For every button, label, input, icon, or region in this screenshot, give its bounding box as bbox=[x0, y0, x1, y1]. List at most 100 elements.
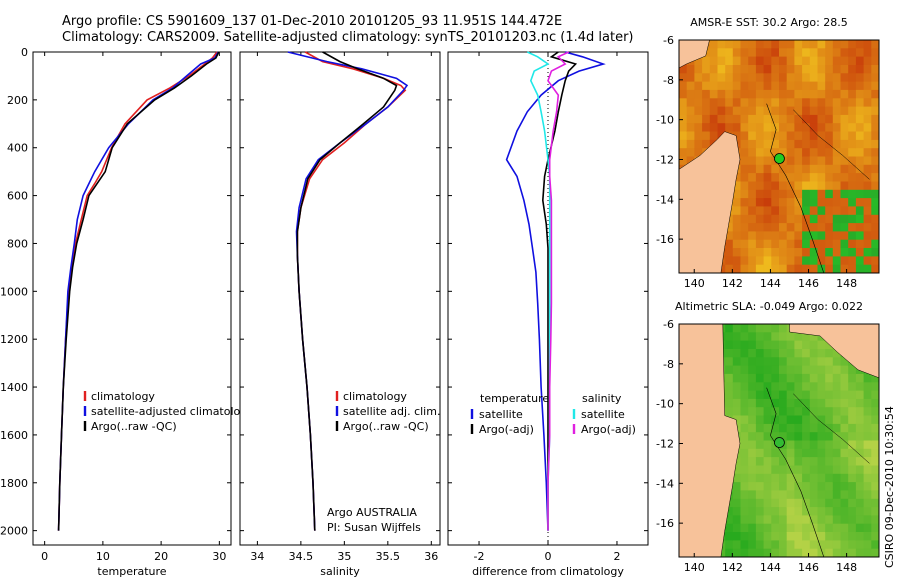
field-cell bbox=[725, 548, 734, 557]
field-cell bbox=[840, 148, 849, 158]
field-cell bbox=[771, 457, 780, 466]
field-cell bbox=[779, 448, 788, 458]
field-cell bbox=[832, 89, 842, 99]
field-cell bbox=[840, 173, 849, 182]
field-cell bbox=[855, 515, 865, 525]
field-cell bbox=[755, 523, 765, 533]
series-line bbox=[57, 51, 220, 531]
field-cell bbox=[871, 98, 879, 108]
field-cell bbox=[748, 73, 757, 83]
field-cell bbox=[786, 248, 795, 257]
field-cell bbox=[848, 440, 857, 450]
field-cell bbox=[817, 239, 826, 249]
field-cell bbox=[863, 139, 872, 149]
field-cell bbox=[748, 48, 757, 58]
field-cell bbox=[871, 548, 879, 557]
field-cell bbox=[871, 264, 879, 273]
field-cell bbox=[717, 40, 726, 49]
field-cell bbox=[771, 81, 780, 91]
field-cell bbox=[755, 340, 765, 350]
field-cell bbox=[679, 123, 688, 133]
field-cell bbox=[825, 357, 834, 367]
field-cell bbox=[825, 340, 834, 350]
x-tick-label: 142 bbox=[722, 277, 743, 290]
field-cell bbox=[786, 407, 795, 417]
field-cell bbox=[840, 407, 849, 417]
field-cell bbox=[679, 148, 688, 158]
field-cell bbox=[840, 40, 849, 49]
field-cell bbox=[848, 206, 857, 216]
field-cell bbox=[855, 164, 865, 174]
field-cell bbox=[809, 507, 819, 516]
field-cell bbox=[825, 56, 834, 66]
field-cell bbox=[732, 223, 742, 232]
field-cell bbox=[794, 131, 803, 141]
field-cell bbox=[740, 432, 749, 442]
field-cell bbox=[755, 56, 765, 66]
field-cell bbox=[755, 398, 765, 408]
field-cell bbox=[748, 373, 757, 383]
field-cell bbox=[725, 365, 734, 375]
field-cell bbox=[871, 40, 879, 49]
y-tick-label: 800 bbox=[7, 237, 28, 250]
field-cell bbox=[732, 73, 742, 83]
field-cell bbox=[725, 382, 734, 392]
field-cell bbox=[832, 164, 842, 174]
field-cell bbox=[779, 548, 788, 557]
field-cell bbox=[832, 540, 842, 550]
field-cell bbox=[863, 56, 872, 66]
field-cell bbox=[871, 89, 879, 99]
field-cell bbox=[855, 548, 865, 557]
field-cell bbox=[694, 123, 703, 133]
field-cell bbox=[763, 407, 772, 417]
field-cell bbox=[825, 482, 834, 491]
field-cell bbox=[702, 106, 711, 116]
field-cell bbox=[817, 357, 826, 367]
field-cell bbox=[748, 139, 757, 149]
field-cell bbox=[848, 548, 857, 557]
field-cell bbox=[825, 373, 834, 383]
annotation: PI: Susan Wijffels bbox=[327, 521, 421, 534]
field-cell bbox=[825, 89, 834, 99]
field-cell bbox=[686, 131, 695, 141]
field-cell bbox=[832, 114, 842, 124]
field-cell bbox=[855, 123, 865, 133]
field-cell bbox=[794, 373, 803, 383]
shelf-contour bbox=[793, 393, 870, 464]
field-cell bbox=[817, 181, 826, 191]
field-cell bbox=[848, 40, 857, 49]
field-cell bbox=[840, 373, 849, 383]
field-cell bbox=[786, 482, 795, 491]
field-cell bbox=[786, 198, 795, 207]
field-cell bbox=[755, 156, 765, 166]
field-cell bbox=[740, 181, 749, 191]
field-cell bbox=[779, 48, 788, 58]
field-cell bbox=[748, 473, 757, 483]
field-cell bbox=[848, 415, 857, 425]
field-cell bbox=[802, 256, 811, 266]
field-cell bbox=[794, 148, 803, 158]
field-cell bbox=[717, 56, 726, 66]
field-cell bbox=[740, 248, 749, 257]
field-cell bbox=[871, 432, 879, 442]
field-cell bbox=[748, 382, 757, 392]
field-cell bbox=[840, 490, 849, 500]
field-cell bbox=[825, 181, 834, 191]
field-cell bbox=[732, 56, 742, 66]
field-cell bbox=[794, 423, 803, 433]
field-cell bbox=[840, 164, 849, 174]
field-cell bbox=[779, 407, 788, 417]
field-cell bbox=[817, 164, 826, 174]
field-cell bbox=[779, 148, 788, 158]
field-cell bbox=[740, 239, 749, 249]
field-cell bbox=[817, 206, 826, 216]
field-cell bbox=[802, 432, 811, 442]
field-cell bbox=[802, 181, 811, 191]
field-cell bbox=[802, 349, 811, 358]
field-cell bbox=[748, 365, 757, 375]
field-cell bbox=[832, 181, 842, 191]
field-cell bbox=[779, 423, 788, 433]
field-cell bbox=[771, 390, 780, 400]
field-cell bbox=[771, 398, 780, 408]
field-cell bbox=[848, 507, 857, 516]
